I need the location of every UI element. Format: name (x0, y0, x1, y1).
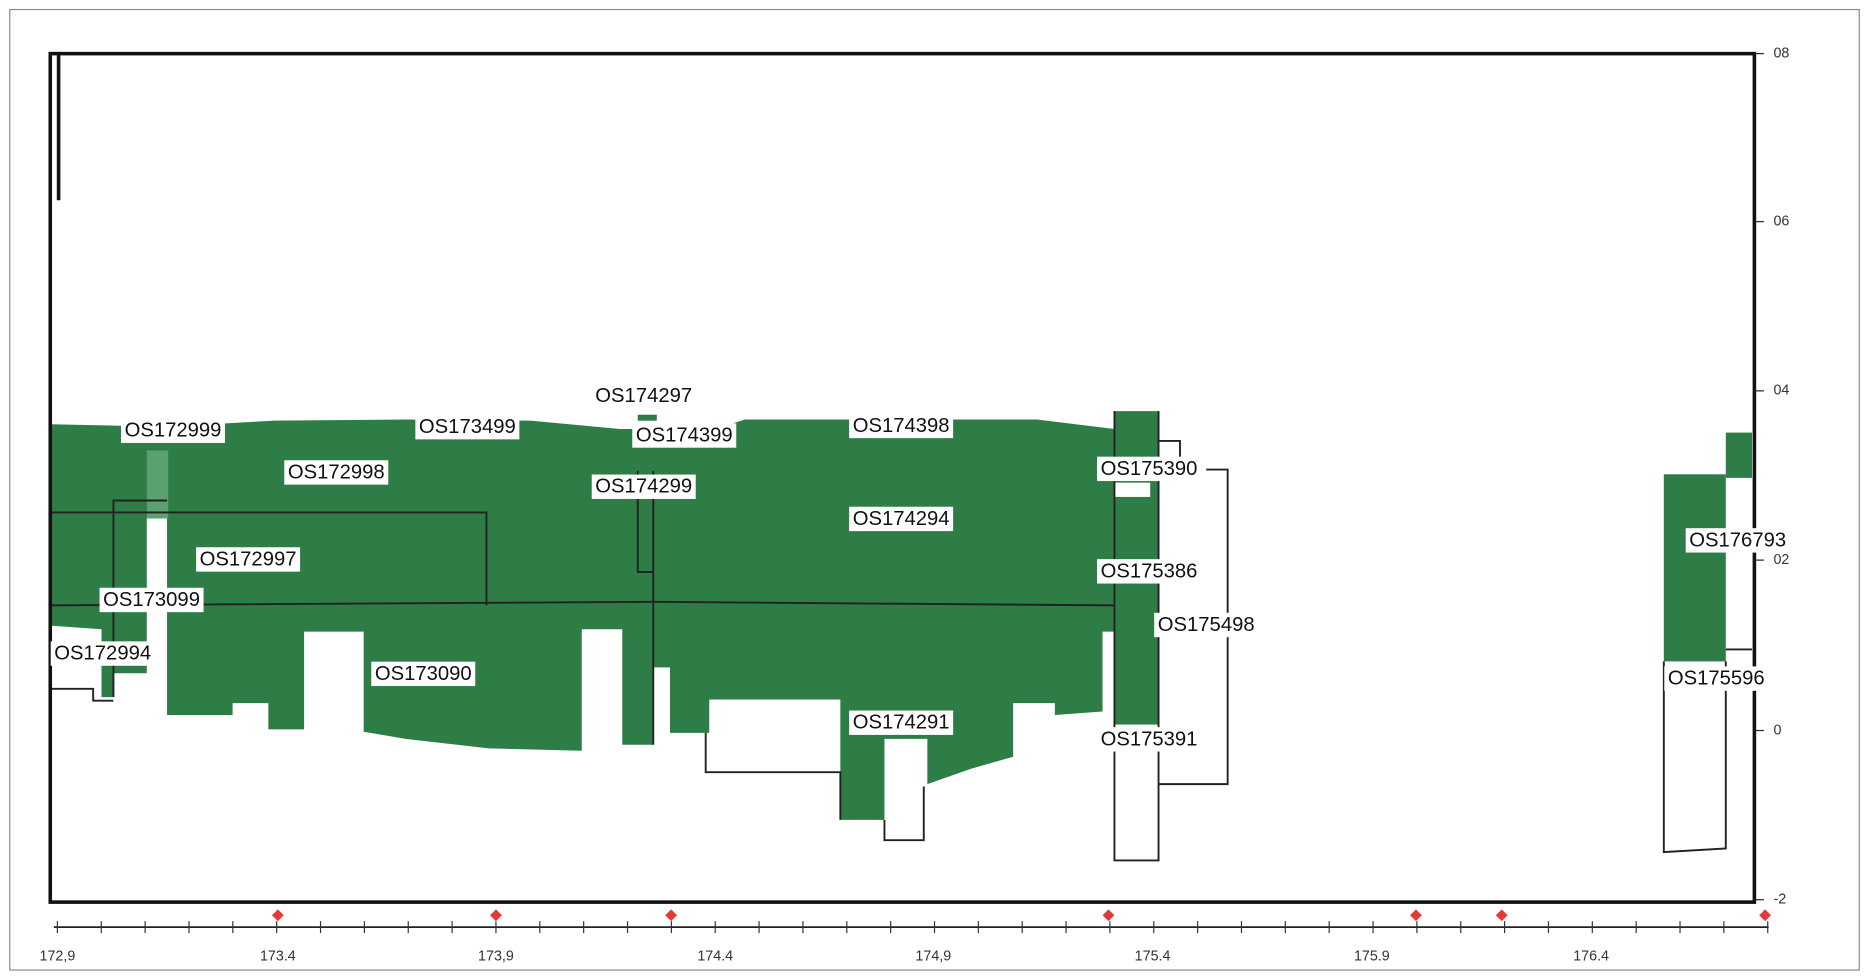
marker (665, 909, 678, 922)
shapes (50, 411, 1753, 862)
region-label: OS173499 (419, 416, 516, 438)
x-tick-label: 173,9 (478, 949, 514, 965)
x-tick-label: 175.4 (1135, 949, 1171, 965)
gap (1114, 482, 1151, 497)
y-tick-label: 02 (1773, 552, 1789, 568)
x-tick-label: 175.9 (1354, 949, 1390, 965)
y-tick-label: 0 (1773, 722, 1781, 738)
label-box (371, 661, 476, 687)
region-label: OS175498 (1158, 614, 1255, 636)
label-box (1685, 528, 1790, 553)
region (146, 450, 169, 519)
label-box (632, 423, 737, 448)
label-box (415, 414, 520, 440)
label-box (1097, 727, 1202, 752)
x-tick-label: 176.4 (1573, 949, 1609, 965)
plot-frame (48, 51, 1757, 904)
outline (636, 470, 654, 573)
label-box (849, 506, 954, 532)
region-label: OS175596 (1668, 668, 1765, 690)
label-box (591, 474, 696, 499)
outline (883, 786, 925, 842)
y-tick-label: 04 (1773, 383, 1789, 399)
label-box (121, 418, 226, 443)
marker (490, 909, 502, 922)
x-tick-label: 172,9 (40, 949, 76, 965)
region-label: OS175386 (1101, 560, 1198, 582)
region-label: OS176793 (1689, 529, 1786, 551)
region (1663, 474, 1726, 662)
region-label: OS174398 (853, 415, 950, 437)
label-box (849, 413, 954, 439)
marker (271, 909, 284, 922)
label-box (99, 587, 204, 613)
region-label: OS174297 (595, 385, 692, 407)
label-box (849, 710, 954, 735)
region-label: OS174399 (636, 425, 733, 447)
region-label: OS175390 (1101, 458, 1198, 480)
x-tick-label: 173.4 (260, 949, 296, 965)
region-label: OS172999 (125, 420, 222, 442)
x-tick-label: 174,9 (915, 949, 951, 965)
region-label: OS173090 (375, 663, 472, 685)
label-box (1664, 666, 1769, 691)
marker (1102, 909, 1115, 922)
label-box (1154, 612, 1259, 638)
y-tick-label: 08 (1773, 45, 1789, 61)
label-box (591, 383, 696, 409)
outline (112, 499, 168, 698)
region (50, 419, 1115, 820)
region-label: OS174291 (853, 712, 950, 734)
outline (1662, 661, 1727, 854)
region (637, 414, 657, 421)
region-label: OS172998 (288, 461, 385, 483)
marker (1495, 909, 1508, 922)
outline (50, 687, 114, 702)
marker (1759, 909, 1772, 922)
label-box (284, 460, 389, 485)
y-tick-label: -2 (1773, 892, 1786, 908)
region-label: OS174294 (853, 508, 950, 530)
labels: OS172999 OS173499 OS174297 OS174399 OS174398… (50, 383, 1790, 752)
region-label: OS174299 (595, 476, 692, 498)
label-box (1097, 559, 1202, 584)
region-label: OS172997 (200, 548, 297, 570)
region-label: OS175391 (1101, 728, 1198, 750)
x-tick-label: 174.4 (697, 949, 733, 965)
label-box (196, 547, 301, 572)
region-label: OS172994 (54, 643, 151, 665)
region (1725, 432, 1753, 478)
outline (704, 732, 842, 820)
outline (50, 511, 488, 606)
label-box (1097, 456, 1202, 482)
y-tick-label: 06 (1773, 213, 1789, 229)
label-box (50, 641, 155, 666)
region-label: OS173099 (103, 589, 200, 611)
